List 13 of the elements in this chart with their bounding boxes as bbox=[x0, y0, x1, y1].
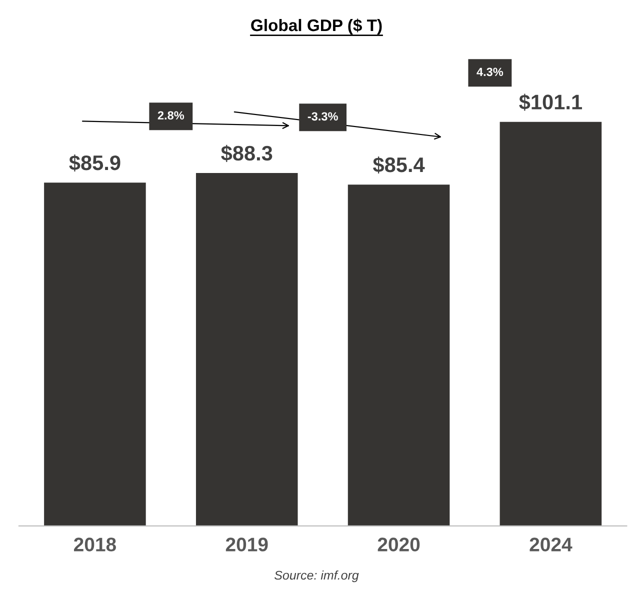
data-label: $88.3 bbox=[221, 144, 272, 162]
data-label: $85.9 bbox=[69, 154, 120, 172]
x-tick-label: 2019 bbox=[226, 538, 268, 552]
data-label: $85.4 bbox=[373, 156, 425, 174]
chart-title: Global GDP ($ T) bbox=[251, 18, 382, 35]
data-label: $101.1 bbox=[519, 94, 582, 111]
text: 4.3% bbox=[476, 68, 504, 76]
x-tick-label: 2020 bbox=[378, 538, 420, 552]
source-note: Source: imf.org bbox=[274, 570, 359, 582]
x-tick-label: 2024 bbox=[530, 538, 572, 552]
text: 2.8% bbox=[158, 111, 184, 120]
text: -3.3% bbox=[308, 112, 338, 121]
x-tick-label: 2018 bbox=[74, 538, 116, 552]
